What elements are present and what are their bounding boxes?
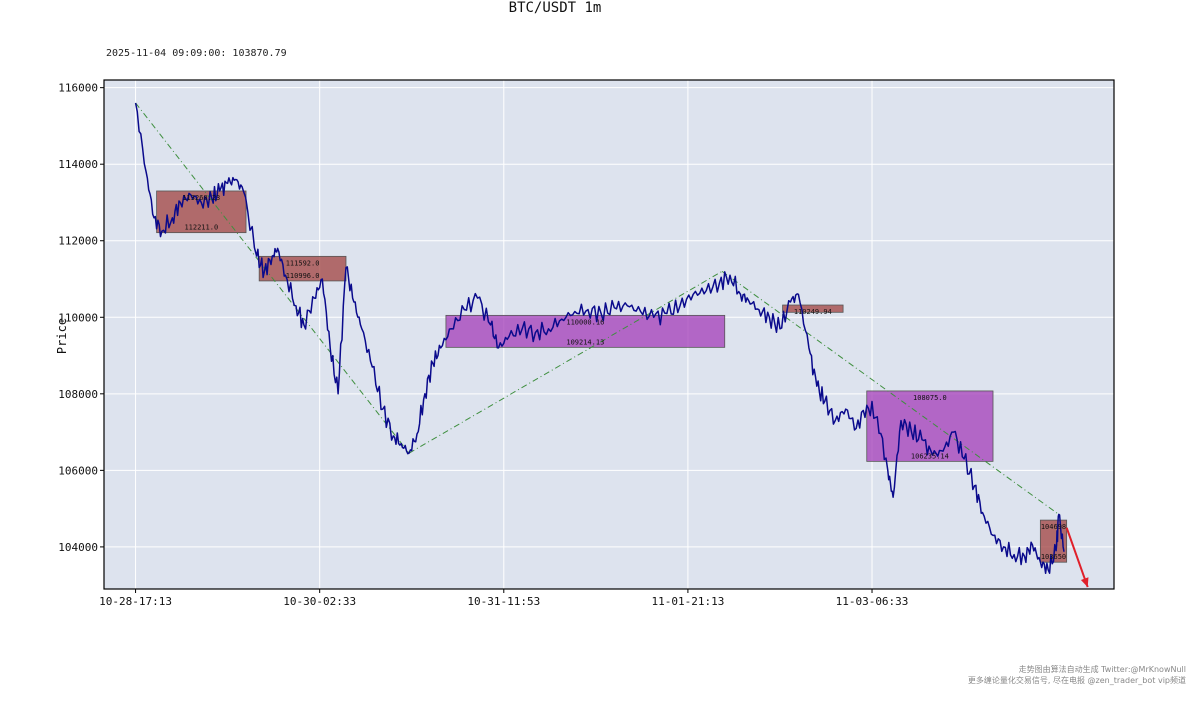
zhongshu-low-label: 109214.13 xyxy=(566,338,604,346)
footer-line-2: 更多缠论量化交易信号, 尽在电报 @zen_trader_bot vip频道 xyxy=(967,676,1186,685)
forecast-arrow-head xyxy=(1080,577,1089,588)
y-tick-label: 116000 xyxy=(58,82,98,95)
footer-line-1: 走势图由算法自动生成 Twitter:@MrKnowNull xyxy=(1018,665,1186,674)
x-tick-label: 11-03-06:33 xyxy=(836,595,909,608)
x-axis: 10-28-17:13 10-30-02:33 10-31-11:53 11-01-2… xyxy=(99,589,908,608)
zhongshu-labels: 113260.23 112211.0 111592.0 110996.0 110000.… xyxy=(182,194,1066,561)
zhongshu-high-label: 113260.23 xyxy=(182,194,220,202)
x-tick-label: 10-30-02:33 xyxy=(283,595,356,608)
trend-line xyxy=(721,270,1060,515)
x-tick-label: 10-31-11:53 xyxy=(467,595,540,608)
zhongshu-high-label: 108075.0 xyxy=(913,394,947,402)
trend-line xyxy=(135,102,410,454)
price-line xyxy=(134,102,1065,575)
forecast-arrow-shaft xyxy=(1065,527,1089,588)
plot-frame xyxy=(103,79,1115,590)
price-series xyxy=(134,102,1065,575)
zhongshu-low-label: 103650 xyxy=(1041,553,1066,561)
y-tick-label: 110000 xyxy=(58,311,98,324)
zhongshu-box xyxy=(156,190,247,234)
zhongshu-high-label: 110000.16 xyxy=(566,318,604,326)
x-tick-label: 10-28-17:13 xyxy=(99,595,172,608)
zhongshu-low-label: 112211.0 xyxy=(184,224,218,232)
trend-lines xyxy=(135,102,1060,515)
y-tick-label: 108000 xyxy=(58,388,98,401)
chart-title: BTC/USDT 1m xyxy=(508,0,602,16)
zhongshu-box xyxy=(782,304,844,313)
zhongshu-low-label: 106235.14 xyxy=(911,452,949,460)
grid xyxy=(104,80,1114,589)
y-tick-label: 114000 xyxy=(58,158,98,171)
y-tick-label: 106000 xyxy=(58,464,98,477)
footer-watermark: 走势图由算法自动生成 Twitter:@MrKnowNull 更多缠论量化交易信… xyxy=(968,664,1186,686)
zhongshu-high-label: 110249.94 xyxy=(794,308,832,316)
y-tick-label: 112000 xyxy=(58,235,98,248)
zhongshu-high-label: 104698 xyxy=(1041,523,1066,531)
last-price-label: 2025-11-04 09:09:00: 103870.79 xyxy=(106,48,287,59)
zhongshu-low-label: 110996.0 xyxy=(286,272,320,280)
y-axis: 104000 106000 108000 110000 112000 114000 1160… xyxy=(58,82,104,554)
y-tick-label: 104000 xyxy=(58,541,98,554)
trend-line xyxy=(408,270,723,454)
x-tick-label: 11-01-21:13 xyxy=(651,595,724,608)
y-axis-label: Price xyxy=(55,318,69,354)
forecast-arrow xyxy=(1065,527,1089,588)
zhongshu-high-label: 111592.0 xyxy=(286,259,320,267)
